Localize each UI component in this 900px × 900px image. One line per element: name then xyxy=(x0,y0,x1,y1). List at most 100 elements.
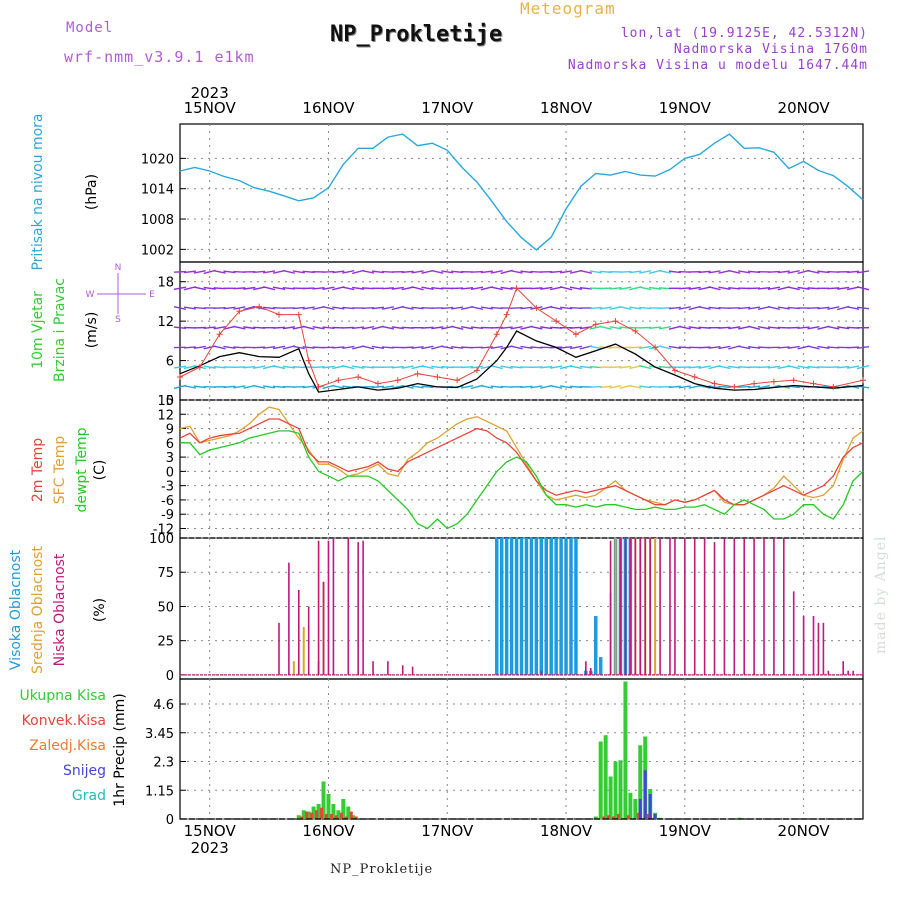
footer-station-name: NP_Prokletije xyxy=(330,862,434,877)
svg-text:Ukupna Kisa: Ukupna Kisa xyxy=(19,688,106,704)
wind-barb xyxy=(540,365,553,369)
wind-barb xyxy=(460,286,474,290)
wind-barb xyxy=(302,346,315,349)
precip-bar xyxy=(643,770,647,819)
wind-barb xyxy=(193,270,206,274)
precip-bar xyxy=(300,816,304,819)
wind-barb xyxy=(549,384,563,389)
y-tick-label: -6 xyxy=(161,494,174,509)
wind-gust-marker xyxy=(652,344,659,351)
wind-barb xyxy=(738,270,751,274)
wind-gust-marker xyxy=(295,311,302,318)
wind-gust-marker xyxy=(454,377,461,384)
wind-barb xyxy=(233,325,246,330)
wind-barb xyxy=(837,365,850,369)
precip-bar xyxy=(653,814,657,819)
wind-barb xyxy=(619,270,632,273)
y-tick-label: 25 xyxy=(157,635,174,650)
precip-bar xyxy=(607,815,611,819)
wind-barb xyxy=(213,345,226,350)
wind-barb xyxy=(678,385,691,389)
wind-barb xyxy=(728,269,741,274)
wind-barb xyxy=(619,305,632,311)
wind-barb xyxy=(688,286,701,290)
x-date-label-bottom: 19NOV xyxy=(659,822,712,840)
precip-bar xyxy=(737,817,742,819)
wind-barb xyxy=(173,365,187,369)
wind-barb xyxy=(520,385,533,389)
wind-barb xyxy=(777,306,790,310)
wind-barb xyxy=(480,385,493,389)
wind-gust-line xyxy=(179,287,864,388)
y-tick-label: 3.45 xyxy=(145,727,174,742)
wind-barb xyxy=(480,306,493,310)
wind-barb xyxy=(223,345,236,350)
wind-barb xyxy=(342,345,355,350)
wind-barb xyxy=(767,305,781,311)
y-tick-label: 12 xyxy=(157,408,174,423)
wind-barb xyxy=(530,325,543,330)
precip-bar xyxy=(608,776,613,819)
x-date-label-bottom: 20NOV xyxy=(778,822,831,840)
wind-barb xyxy=(767,270,780,273)
svg-text:Zaledj.Kisa: Zaledj.Kisa xyxy=(29,738,106,754)
wind-gust-marker xyxy=(315,383,322,390)
wind-gust-marker xyxy=(177,374,183,380)
wind-barb xyxy=(411,346,424,349)
axis-labels: 1002100810141020061218-12-9-6-3036912150… xyxy=(141,84,830,857)
wind-barb xyxy=(272,286,286,291)
wind-barb xyxy=(747,325,761,330)
wind-barb xyxy=(698,306,711,310)
wind-barb xyxy=(668,345,682,350)
wind-barb xyxy=(223,270,236,274)
dewpt-temp-line xyxy=(180,430,864,530)
wind-barb xyxy=(708,385,721,389)
wind-barb xyxy=(183,306,197,310)
wind-barb xyxy=(193,345,206,350)
x-year-label-top: 2023 xyxy=(191,84,229,102)
wind-gust-marker xyxy=(493,331,500,338)
wind-gust-marker xyxy=(473,367,480,374)
svg-text:dewpt Temp: dewpt Temp xyxy=(74,427,90,512)
wind-barb xyxy=(550,270,563,274)
y-tick-label: 1020 xyxy=(141,152,174,167)
wind-barb xyxy=(490,286,503,291)
wind-barb xyxy=(658,345,672,350)
wind-gust-marker xyxy=(790,377,797,384)
wind-barb xyxy=(421,326,434,329)
wind-barb xyxy=(332,346,345,349)
wind-barb xyxy=(579,269,592,274)
wind-barb xyxy=(589,345,602,350)
wind-barb xyxy=(243,365,256,369)
precip-bar xyxy=(306,811,311,819)
wind-barb xyxy=(856,270,870,274)
precip-bar xyxy=(626,815,630,819)
svg-text:Grad: Grad xyxy=(72,788,106,804)
wind-barb xyxy=(599,306,612,310)
wind-barb xyxy=(361,345,375,350)
wind-barb xyxy=(371,306,385,310)
wind-barb xyxy=(559,346,573,349)
wind-barb xyxy=(797,286,810,290)
model-label: Model xyxy=(66,20,114,36)
wind-barb xyxy=(827,287,840,290)
wind-barb xyxy=(322,270,335,273)
wind-barb xyxy=(609,325,622,330)
wind-barb xyxy=(847,270,860,274)
y-tick-label: -12 xyxy=(153,522,174,537)
precip-bar xyxy=(346,806,351,819)
wind-barb xyxy=(807,325,820,330)
wind-barb xyxy=(213,325,226,330)
svg-text:(%): (%) xyxy=(92,598,108,622)
wind-barb xyxy=(856,365,870,370)
precip-bar xyxy=(329,814,333,819)
y-tick-label: 12 xyxy=(157,315,174,330)
svg-text:SFC Temp: SFC Temp xyxy=(52,436,68,505)
wind-barb xyxy=(639,270,652,274)
x-date-label-top: 17NOV xyxy=(421,99,474,117)
wind-barb xyxy=(480,346,493,349)
wind-barb xyxy=(550,306,563,310)
y-tick-label: 3 xyxy=(166,451,174,466)
wind-barb xyxy=(183,270,196,274)
wind-gust-marker xyxy=(711,380,718,387)
